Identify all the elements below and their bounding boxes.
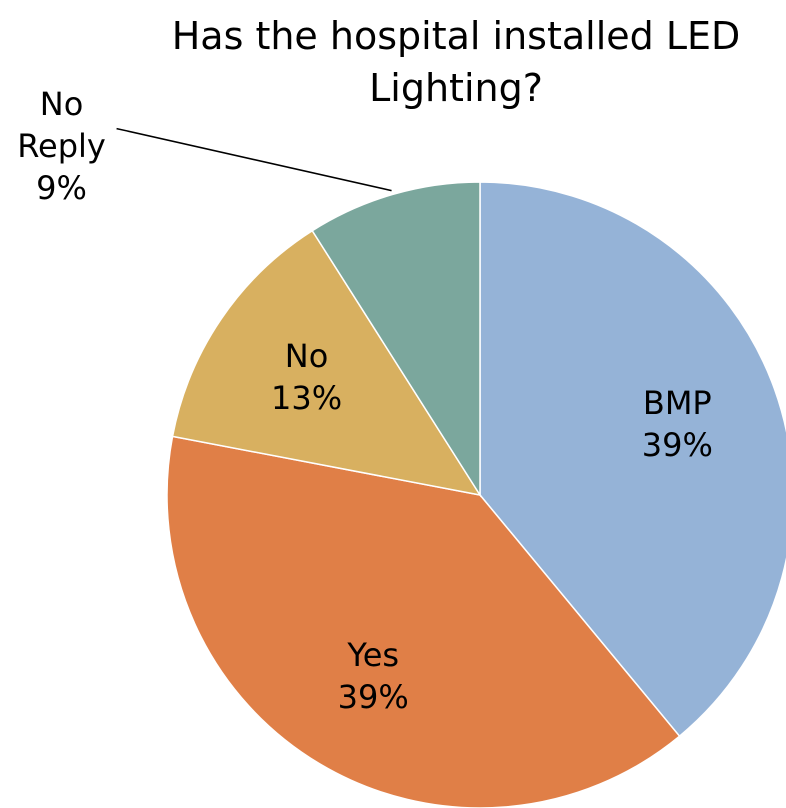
chart-title: Has the hospital installed LED Lighting? [171, 14, 741, 110]
pie-slice [171, 229, 482, 497]
pie-slice [311, 181, 481, 498]
slice-label: Yes 39% [338, 634, 409, 718]
slice-name: Yes [347, 635, 400, 674]
leader-line [116, 127, 392, 192]
slice-value: 39% [641, 425, 713, 464]
slice-name: BMP [642, 383, 712, 422]
slice-name: No [284, 337, 329, 376]
slice-value: 39% [337, 677, 409, 716]
slice-value: 13% [270, 379, 343, 418]
pie-slice [166, 435, 681, 808]
slice-value: 9% [36, 168, 87, 207]
pie-slice [479, 181, 786, 738]
slice-name: No Reply [17, 84, 106, 165]
slice-label: No Reply 9% [12, 83, 112, 209]
slice-label: BMP 39% [642, 382, 713, 466]
slice-label: No 13% [271, 335, 342, 419]
